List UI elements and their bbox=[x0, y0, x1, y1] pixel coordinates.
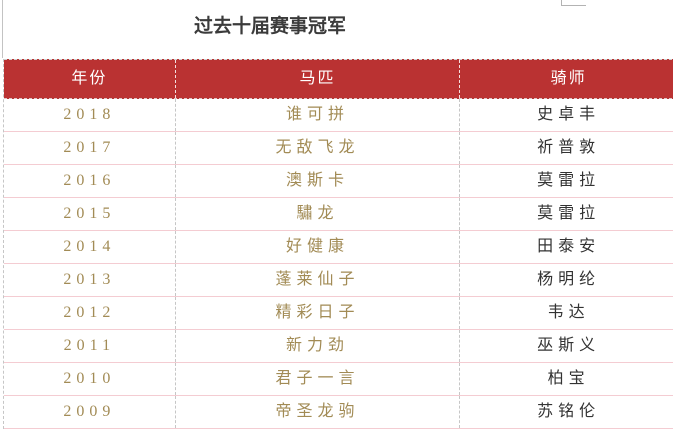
table-row: 2014 好健康 田泰安 bbox=[4, 231, 673, 264]
year-cell: 2013 bbox=[63, 271, 116, 288]
table-row: 2010 君子一言 柏宝 bbox=[4, 363, 673, 396]
table-row: 2017 无敌飞龙 祈普敦 bbox=[4, 132, 673, 165]
jockey-cell: 田泰安 bbox=[459, 231, 673, 263]
year-cell: 2014 bbox=[63, 238, 116, 255]
jockey-cell: 莫雷拉 bbox=[459, 165, 673, 197]
horse-cell: 谁可拼 bbox=[174, 99, 460, 131]
year-cell: 2011 bbox=[63, 337, 116, 354]
horse-cell: 君子一言 bbox=[174, 363, 460, 395]
jockey-cell: 柏宝 bbox=[459, 363, 673, 395]
horse-cell: 精彩日子 bbox=[174, 297, 460, 329]
text-boundary-corner-mark bbox=[561, 5, 586, 6]
table-row: 2012 精彩日子 韦达 bbox=[4, 297, 673, 330]
horse-cell: 新力劲 bbox=[174, 330, 460, 362]
horse-cell: 蓬莱仙子 bbox=[174, 264, 460, 296]
year-cell: 2009 bbox=[63, 403, 116, 420]
jockey-cell: 莫雷拉 bbox=[459, 198, 673, 230]
table-header-row: 年份 马匹 骑师 bbox=[4, 59, 673, 99]
jockey-cell: 祈普敦 bbox=[459, 132, 673, 164]
jockey-cell: 杨明纶 bbox=[459, 264, 673, 296]
table-row: 2018 谁可拼 史卓丰 bbox=[4, 99, 673, 132]
jockey-cell: 苏铭伦 bbox=[459, 396, 673, 428]
year-cell: 2018 bbox=[63, 106, 116, 123]
jockey-cell: 史卓丰 bbox=[459, 99, 673, 131]
horse-cell: 澳斯卡 bbox=[174, 165, 460, 197]
table-row: 2009 帝圣龙驹 苏铭伦 bbox=[4, 396, 673, 429]
year-cell: 2015 bbox=[63, 205, 116, 222]
year-cell: 2016 bbox=[63, 172, 116, 189]
horse-cell: 好健康 bbox=[174, 231, 460, 263]
horse-cell: 无敌飞龙 bbox=[174, 132, 460, 164]
page-margin-line bbox=[2, 0, 3, 58]
column-header-year: 年份 bbox=[71, 70, 108, 87]
horse-cell: 帝圣龙驹 bbox=[174, 396, 460, 428]
column-header-jockey: 骑师 bbox=[459, 60, 673, 98]
table-row: 2015 驌龙 莫雷拉 bbox=[4, 198, 673, 231]
table-row: 2013 蓬莱仙子 杨明纶 bbox=[4, 264, 673, 297]
jockey-cell: 巫斯义 bbox=[459, 330, 673, 362]
year-cell: 2010 bbox=[63, 370, 116, 387]
table-row: 2016 澳斯卡 莫雷拉 bbox=[4, 165, 673, 198]
column-header-horse: 马匹 bbox=[174, 60, 460, 98]
champions-table: 年份 马匹 骑师 2018 谁可拼 史卓丰 2017 无敌飞龙 祈普敦 2016… bbox=[3, 59, 673, 429]
year-cell: 2017 bbox=[63, 139, 116, 156]
year-cell: 2012 bbox=[63, 304, 116, 321]
jockey-cell: 韦达 bbox=[459, 297, 673, 329]
page-title: 过去十届赛事冠军 bbox=[193, 16, 346, 37]
horse-cell: 驌龙 bbox=[174, 198, 460, 230]
text-boundary-corner-mark bbox=[561, 0, 562, 6]
table-row: 2011 新力劲 巫斯义 bbox=[4, 330, 673, 363]
